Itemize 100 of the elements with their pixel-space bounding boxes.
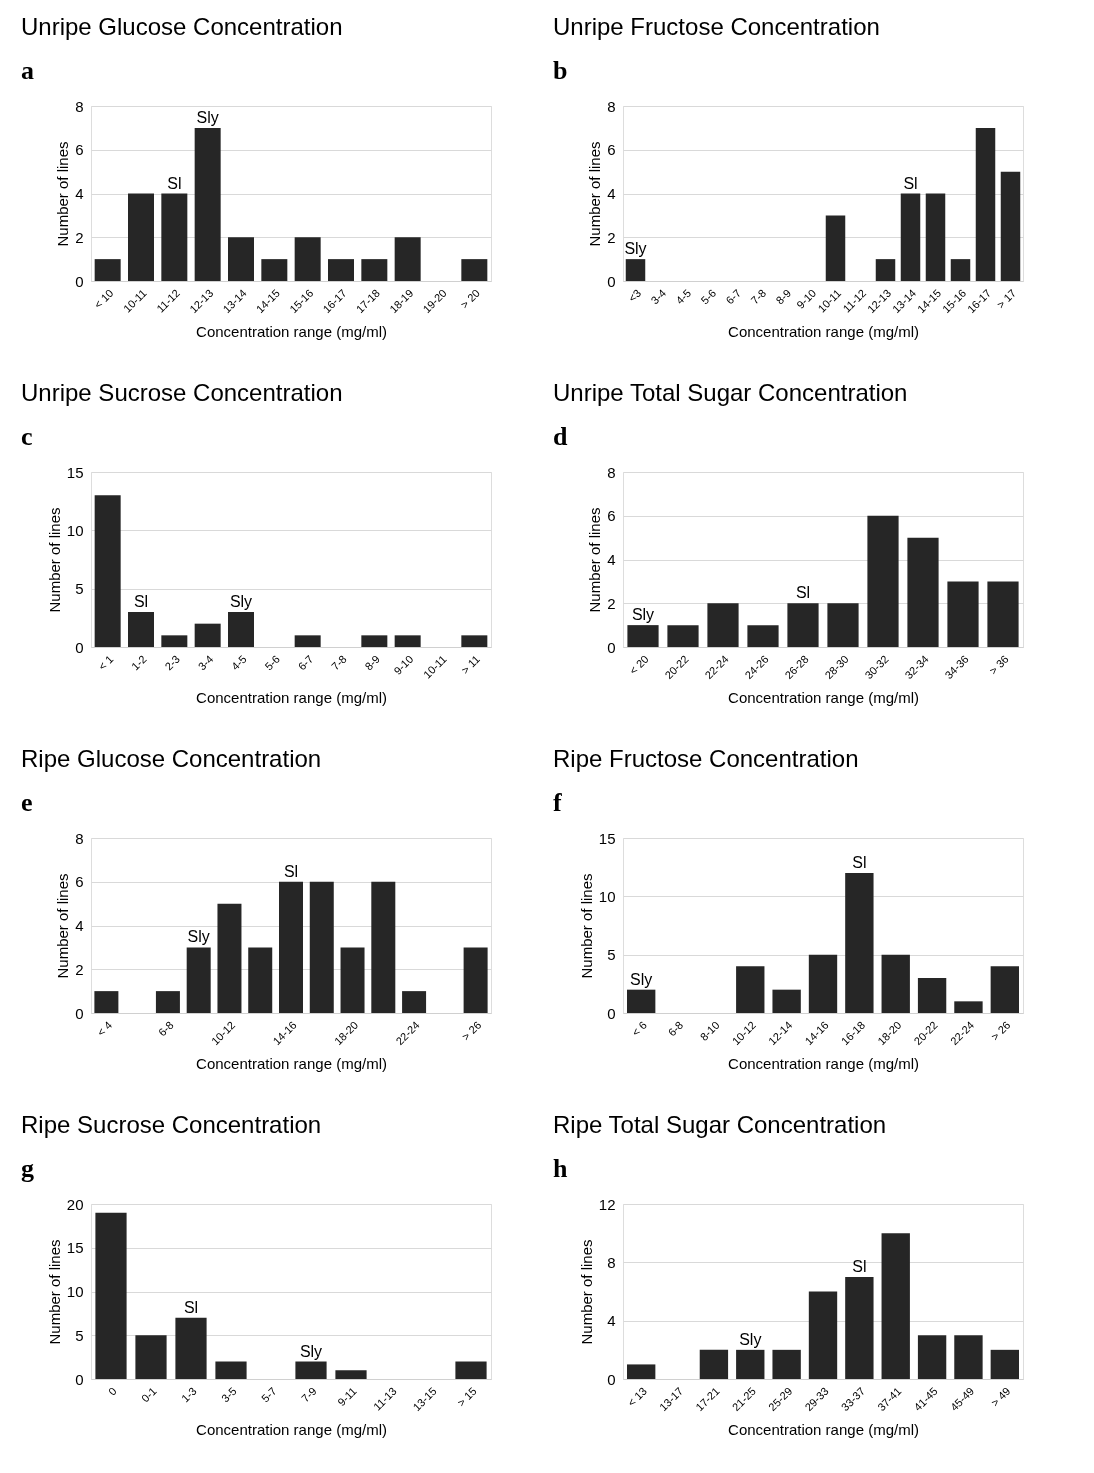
bar [175,1317,207,1379]
y-tick-label: 2 [607,594,616,612]
x-tick-label: < 20 [626,652,651,677]
bar [217,903,242,1013]
y-tick-label: 15 [66,463,84,481]
y-tick-label: 0 [607,1004,616,1022]
y-tick-label: 5 [75,580,84,598]
annotation: Sl [852,1257,867,1275]
y-tick-label: 12 [598,1195,616,1213]
y-axis-title: Number of lines [577,1239,595,1345]
bar [987,581,1019,647]
x-tick-label: 3-4 [195,652,216,673]
x-tick-label: 5-6 [698,286,719,307]
text: b [553,56,568,85]
y-axis-title: Number of lines [45,507,63,613]
y-tick-label: 0 [607,272,616,290]
bar [463,947,488,1013]
chart-title: Unripe Total Sugar Concentration [553,379,908,406]
bar [228,237,254,281]
y-axis-title: Number of lines [54,873,72,979]
x-tick-label: 6-8 [155,1018,176,1039]
annotation: Sly [739,1330,762,1348]
chart-title: Ripe Sucrose Concentration [21,1111,322,1138]
x-tick-label: > 36 [986,652,1011,677]
y-tick-label: 10 [598,887,616,905]
chart-title: Ripe Total Sugar Concentration [553,1111,887,1138]
x-tick-label: 8-9 [773,286,794,307]
y-axis-title: Number of lines [586,141,604,247]
chart-title: Unripe Fructose Concentration [553,13,880,40]
chart-title: Unripe Sucrose Concentration [21,379,343,406]
x-axis-title: Concentration range (mg/ml) [728,323,919,341]
x-tick-label: < 6 [629,1018,649,1039]
bar [295,1361,327,1379]
bar [627,989,656,1013]
x-tick-label: < 10 [91,286,116,311]
bar [772,1349,801,1379]
bar [954,1335,983,1379]
x-tick-label: < 4 [94,1018,115,1039]
bar [309,881,334,1013]
chart-title: Unripe Glucose Concentration [21,13,343,40]
x-tick-label: 0-1 [139,1384,159,1405]
bar [228,612,254,647]
x-tick-label: < 13 [625,1384,649,1409]
x-tick-label: > 49 [988,1384,1013,1409]
x-tick-label: 9-11 [335,1384,359,1409]
bar [907,537,939,647]
bar [128,193,154,281]
annotation: Sl [183,1298,199,1316]
bar [161,193,188,281]
bar [94,495,121,647]
bar [808,1291,838,1379]
x-tick-label: > 20 [458,286,483,311]
x-axis-title: Concentration range (mg/ml) [728,1055,919,1073]
x-tick-label: > 26 [459,1018,484,1043]
bar [845,1276,874,1379]
bar [875,259,896,281]
x-axis-title: Concentration range (mg/ml) [728,1421,919,1439]
bar [707,603,739,647]
bar [261,259,288,281]
x-axis-title: Concentration range (mg/ml) [196,1055,387,1073]
y-tick-label: 2 [607,228,616,246]
bar [402,991,427,1013]
annotation: Sl [795,584,811,602]
bar [371,881,396,1013]
bar [627,625,659,647]
bar [975,127,996,281]
bar [128,612,154,647]
x-tick-label: > 15 [454,1384,479,1409]
bar [194,127,221,281]
bar [94,259,121,281]
bar [461,259,488,281]
text: d [553,422,568,451]
annotation: Sly [299,1342,323,1360]
x-tick-label: 4-5 [673,286,694,307]
bar [787,603,819,647]
bar [294,237,321,281]
y-tick-label: 8 [75,97,84,115]
y-tick-label: 0 [607,1370,616,1388]
bar [461,635,488,647]
y-tick-label: 8 [607,463,616,481]
x-tick-label: > 11 [458,652,483,677]
annotation: Sl [133,593,149,610]
bar [279,881,303,1013]
chart-title: Ripe Fructose Concentration [553,745,859,772]
annotation: Sly [196,108,219,126]
x-tick-label: 0 [105,1384,119,1398]
y-tick-label: 4 [607,551,616,568]
text: h [553,1154,568,1183]
y-tick-label: 10 [66,521,84,539]
x-axis-title: Concentration range (mg/ml) [196,1421,387,1439]
y-tick-label: 6 [75,873,84,891]
text: f [553,788,562,817]
bar [194,623,221,647]
y-tick-label: 8 [607,1253,616,1271]
bar [900,193,921,281]
chart-title: Ripe Glucose Concentration [21,745,322,772]
text: e [21,788,33,817]
bar [808,954,838,1013]
y-tick-label: 0 [75,272,84,290]
bar [627,1364,656,1379]
